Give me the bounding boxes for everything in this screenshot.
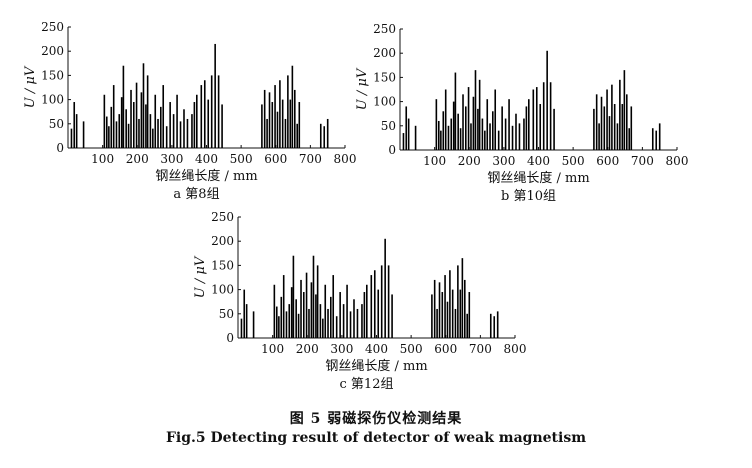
y-tick-label: 0 [226, 331, 234, 345]
y-tick-label: 200 [373, 46, 396, 60]
y-tick-label: 200 [41, 44, 64, 58]
y-tick-label: 100 [41, 93, 64, 107]
figure-caption-en: Fig.5 Detecting result of detector of we… [165, 430, 587, 446]
y-tick-label: 50 [49, 117, 64, 131]
x-axis-label: 钢丝绳长度 / mm [487, 170, 589, 186]
x-tick-label: 200 [126, 152, 149, 166]
y-tick-label: 100 [211, 283, 234, 297]
y-tick-label: 50 [381, 119, 396, 133]
x-tick-label: 600 [264, 152, 287, 166]
x-tick-label: 100 [261, 342, 284, 356]
y-tick-label: 50 [219, 307, 234, 321]
x-tick-label: 500 [230, 152, 253, 166]
y-tick-label: 100 [373, 95, 396, 109]
y-tick-label: 150 [41, 68, 64, 82]
y-tick-label: 250 [211, 210, 234, 224]
x-tick-label: 200 [458, 154, 481, 168]
x-tick-label: 500 [400, 342, 423, 356]
y-tick-label: 250 [41, 20, 64, 34]
chart-panel-a: 0 50 100 150 200 250 100 200 300 400 500 600 700 800 U… [23, 20, 356, 202]
x-tick-label: 200 [296, 342, 319, 356]
x-tick-label: 700 [299, 152, 322, 166]
x-tick-label: 300 [492, 154, 515, 168]
panel-label: a 第8组 [173, 187, 219, 202]
x-tick-label: 600 [434, 342, 457, 356]
y-tick-label: 250 [373, 22, 396, 36]
x-tick-label: 400 [365, 342, 388, 356]
chart-panel-c: 0 50 100 150 200 250 100 200 300 400 500 600 700 800 U… [193, 210, 526, 392]
y-axis-label: U / μV [23, 65, 38, 108]
chart-panel-b: 0 50 100 150 200 250 100 200 300 400 500 600 700 800 U… [355, 22, 688, 204]
x-axis-label: 钢丝绳长度 / mm [325, 358, 427, 374]
x-axis-label: 钢丝绳长度 / mm [155, 168, 257, 184]
x-tick-label: 300 [160, 152, 183, 166]
x-tick-label: 800 [666, 154, 689, 168]
figure-caption-cn: 图 5 弱磁探伤仪检测结果 [289, 411, 463, 427]
x-tick-label: 700 [631, 154, 654, 168]
y-tick-label: 0 [388, 143, 396, 157]
panel-label: c 第12组 [340, 377, 394, 392]
x-tick-label: 700 [469, 342, 492, 356]
y-tick-label: 150 [211, 258, 234, 272]
x-tick-label: 500 [562, 154, 585, 168]
x-tick-label: 400 [195, 152, 218, 166]
panel-label: b 第10组 [501, 189, 556, 204]
x-tick-label: 300 [330, 342, 353, 356]
x-tick-label: 800 [504, 342, 527, 356]
x-tick-label: 400 [527, 154, 550, 168]
x-tick-label: 100 [91, 152, 114, 166]
x-tick-label: 100 [423, 154, 446, 168]
y-axis-label: U / μV [193, 255, 208, 298]
y-tick-label: 200 [211, 234, 234, 248]
x-tick-label: 800 [334, 152, 357, 166]
y-tick-label: 150 [373, 70, 396, 84]
y-tick-label: 0 [56, 141, 64, 155]
y-axis-label: U / μV [355, 67, 370, 110]
x-tick-label: 600 [596, 154, 619, 168]
